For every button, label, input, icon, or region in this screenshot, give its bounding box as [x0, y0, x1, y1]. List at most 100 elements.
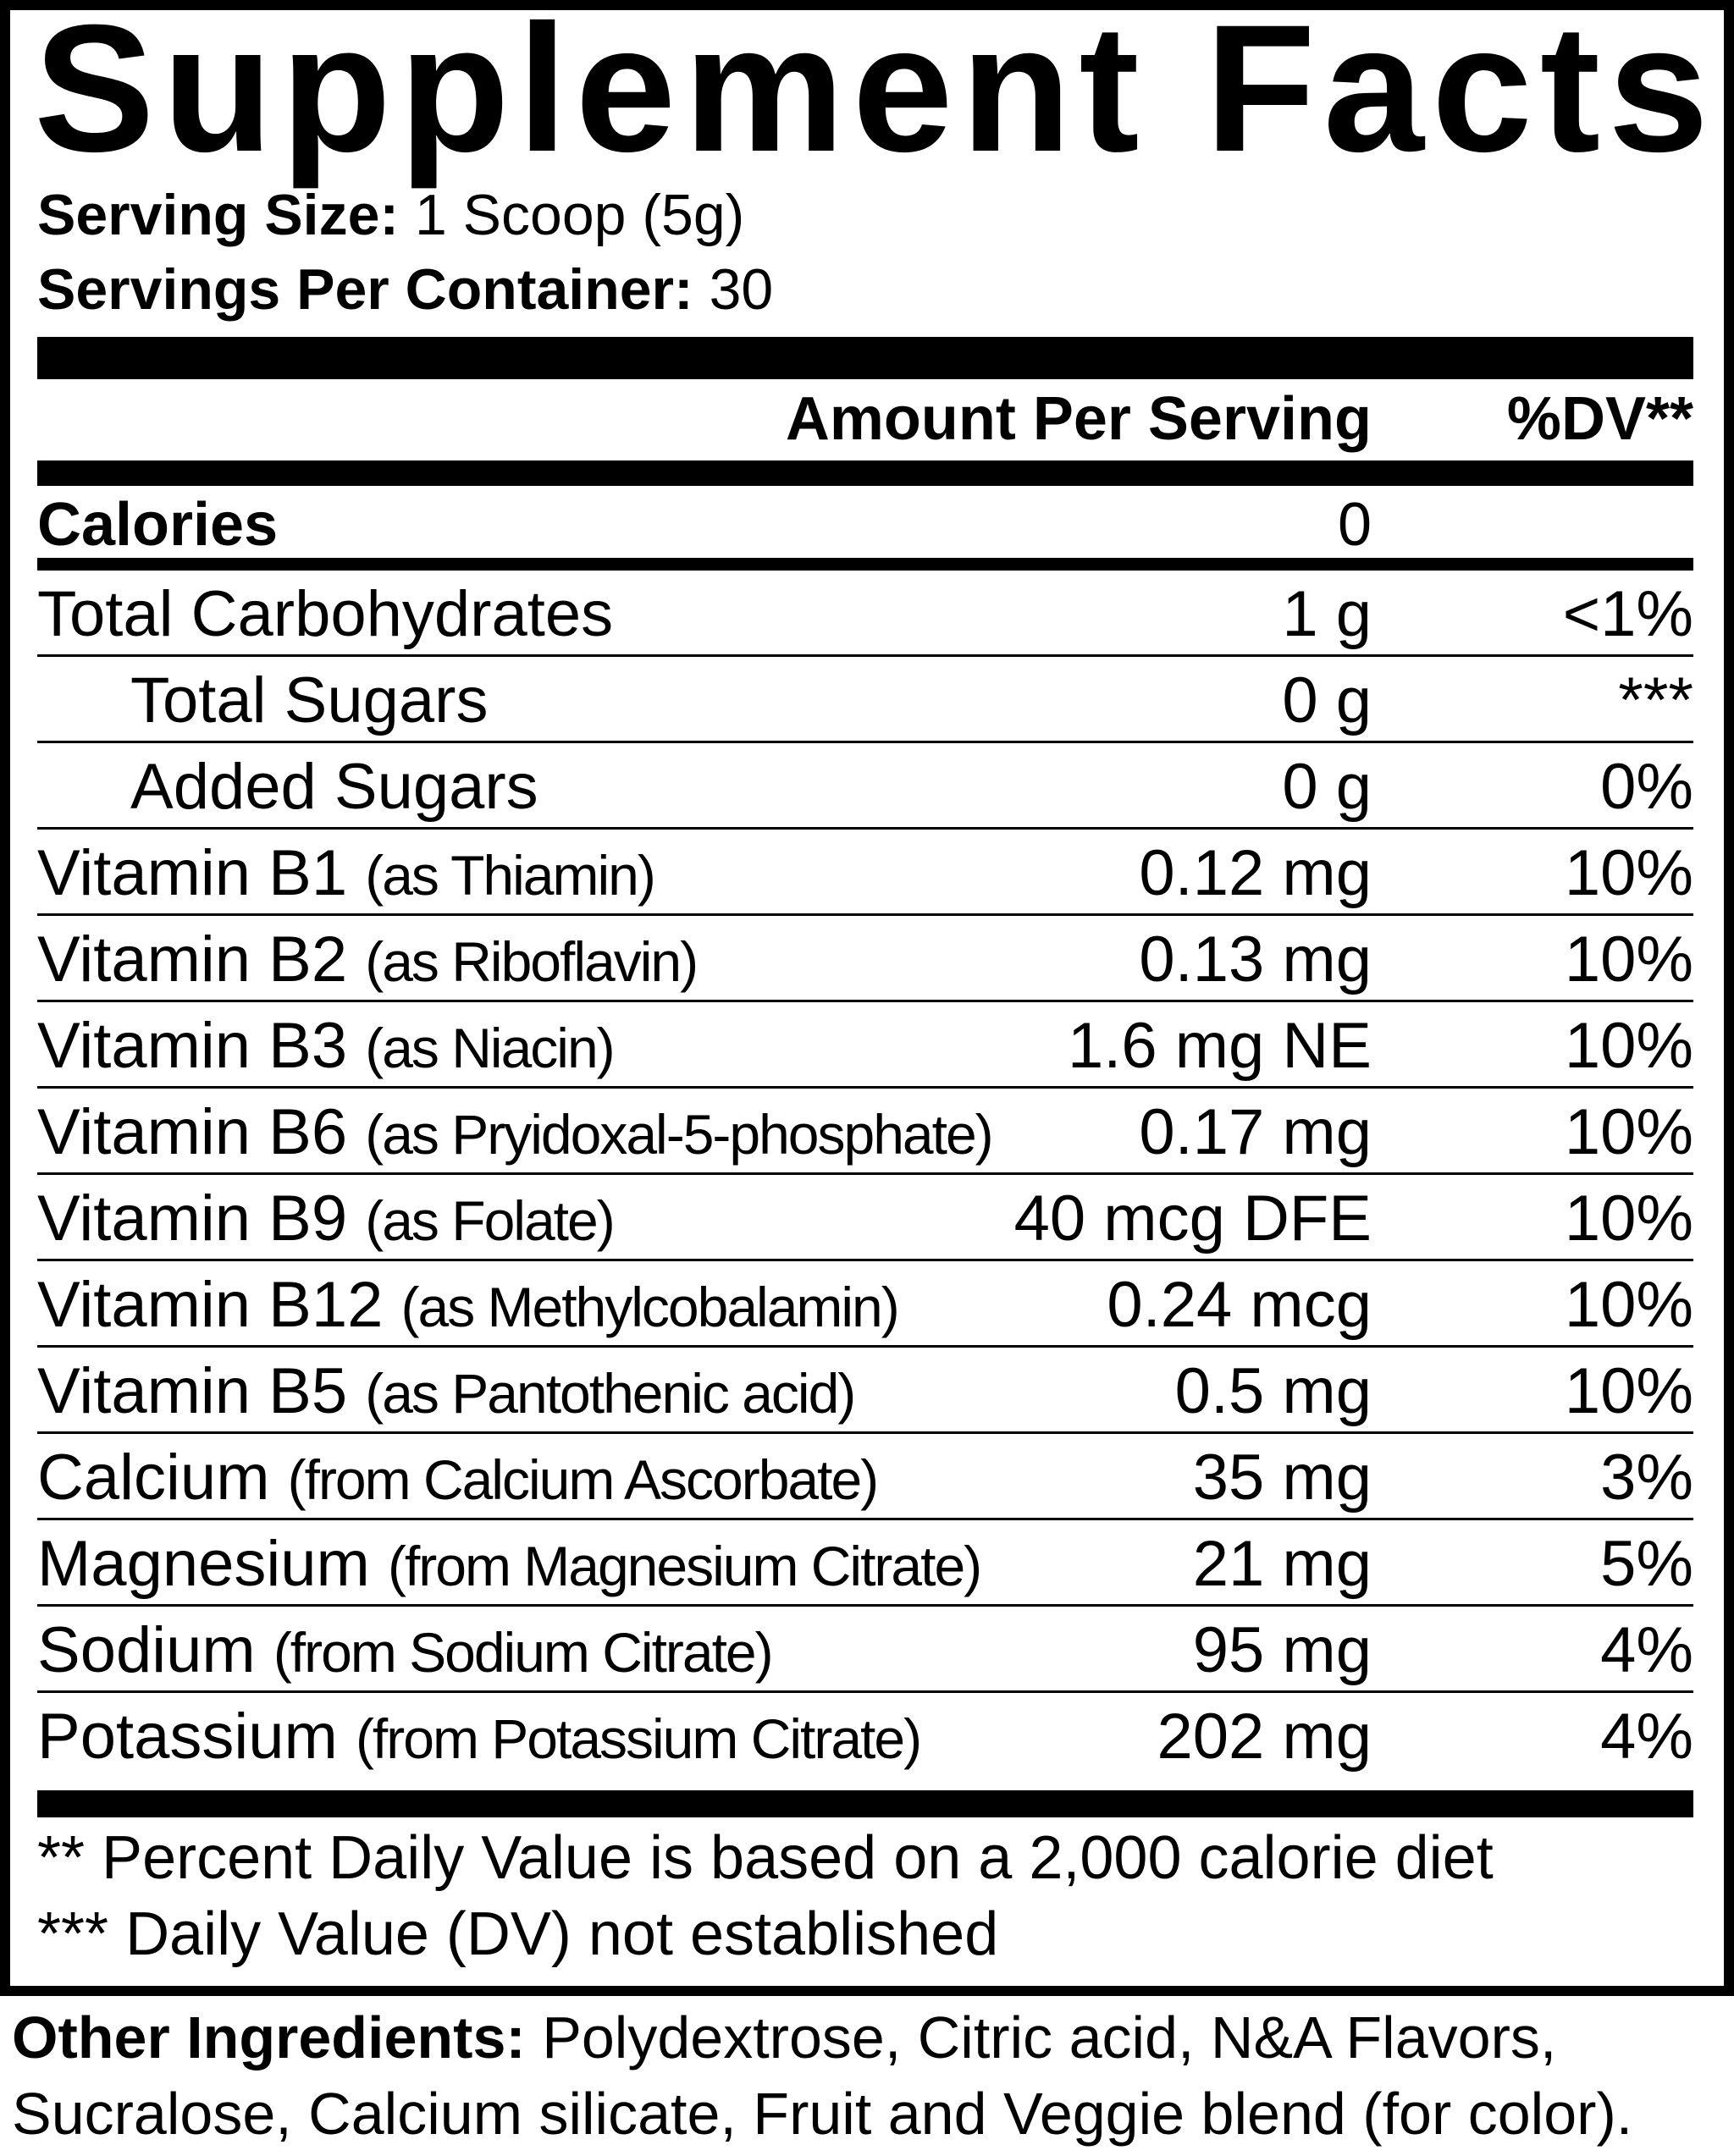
footnote-not-established: *** Daily Value (DV) not established	[37, 1900, 999, 1968]
table-row: Vitamin B12 (as Methylcobalamin) 0.24 mcg…	[37, 1261, 1693, 1348]
other-ingredients: Other Ingredients: Polydextrose, Citric …	[12, 1999, 1731, 2152]
table-row: Total Sugars 0 g ***	[37, 657, 1693, 743]
nutrient-name: Vitamin B2 (as Riboflavin)	[37, 923, 699, 999]
nutrient-source: (as Folate)	[365, 1189, 615, 1252]
nutrient-dv: 10%	[1564, 1183, 1693, 1254]
calories-row: Calories 0	[37, 486, 1693, 559]
nutrient-amount: 202 mg	[1157, 1701, 1372, 1773]
nutrient-amount: 0.5 mg	[1174, 1355, 1372, 1427]
header-divider	[37, 460, 1693, 486]
nutrient-amount: 1 g	[1282, 578, 1372, 650]
serving-size: Serving Size: 1 Scoop (5g)	[37, 181, 744, 249]
table-row: Vitamin B2 (as Riboflavin) 0.13 mg 10%	[37, 916, 1693, 1002]
nutrient-label: Added Sugars	[130, 751, 538, 823]
table-row: Potassium (from Potassium Citrate) 202 mg…	[37, 1693, 1693, 1779]
nutrient-dv: <1%	[1562, 578, 1693, 650]
nutrient-source: (from Potassium Citrate)	[355, 1707, 922, 1770]
nutrient-amount: 21 mg	[1192, 1528, 1372, 1600]
nutrient-label: Vitamin B1	[37, 837, 348, 909]
nutrient-amount: 0.17 mg	[1139, 1096, 1372, 1168]
nutrient-label: Vitamin B2	[37, 924, 348, 995]
nutrient-label: Vitamin B9	[37, 1183, 348, 1254]
thick-divider	[37, 337, 1693, 379]
nutrient-source: (as Riboflavin)	[365, 930, 699, 993]
nutrient-source: (as Thiamin)	[365, 844, 656, 907]
nutrient-label: Vitamin B5	[37, 1355, 348, 1427]
nutrient-label: Vitamin B12	[37, 1269, 384, 1341]
nutrient-name: Calcium (from Calcium Ascorbate)	[37, 1441, 880, 1517]
other-ingredients-label: Other Ingredients:	[12, 2004, 526, 2071]
nutrient-label: Total Sugars	[130, 664, 489, 736]
servings-per-container: Servings Per Container: 30	[37, 256, 773, 323]
nutrient-amount: 0.12 mg	[1139, 837, 1372, 909]
servings-per-container-label: Servings Per Container:	[37, 257, 693, 322]
calories-amount: 0	[1337, 491, 1372, 559]
table-row: Magnesium (from Magnesium Citrate) 21 mg 5…	[37, 1520, 1693, 1607]
table-row: Calcium (from Calcium Ascorbate) 35 mg 3%	[37, 1434, 1693, 1520]
nutrient-label: Vitamin B6	[37, 1096, 348, 1168]
nutrient-name: Vitamin B1 (as Thiamin)	[37, 836, 656, 913]
nutrient-dv: 5%	[1600, 1528, 1693, 1600]
table-row: Vitamin B3 (as Niacin) 1.6 mg NE 10%	[37, 1002, 1693, 1089]
amount-per-serving-header: Amount Per Serving	[785, 385, 1372, 453]
nutrient-source: (as Pryidoxal-5-phosphate)	[365, 1103, 993, 1166]
nutrient-source: (from Calcium Ascorbate)	[287, 1448, 880, 1511]
nutrient-name: Total Sugars	[130, 664, 488, 738]
nutrient-source: (from Magnesium Citrate)	[387, 1535, 982, 1597]
nutrient-dv: 10%	[1564, 1096, 1693, 1168]
nutrient-label: Total Carbohydrates	[37, 578, 614, 650]
nutrient-dv: 4%	[1600, 1701, 1693, 1773]
nutrient-amount: 40 mcg DFE	[1013, 1183, 1372, 1254]
nutrient-name: Added Sugars	[130, 750, 538, 824]
nutrient-name: Vitamin B9 (as Folate)	[37, 1182, 616, 1258]
nutrient-label: Vitamin B3	[37, 1010, 348, 1082]
nutrient-amount: 35 mg	[1192, 1442, 1372, 1514]
nutrient-dv: 10%	[1564, 1010, 1693, 1082]
servings-per-container-value: 30	[709, 257, 774, 322]
nutrient-label: Potassium	[37, 1701, 338, 1773]
nutrient-dv: 10%	[1564, 837, 1693, 909]
nutrient-name: Total Carbohydrates	[37, 577, 613, 652]
table-row: Vitamin B9 (as Folate) 40 mcg DFE 10%	[37, 1175, 1693, 1261]
table-row: Sodium (from Sodium Citrate) 95 mg 4%	[37, 1607, 1693, 1693]
nutrient-dv: 10%	[1564, 1269, 1693, 1341]
nutrient-dv: 3%	[1600, 1442, 1693, 1514]
nutrient-label: Calcium	[37, 1442, 270, 1514]
calories-divider	[37, 558, 1693, 571]
nutrient-name: Vitamin B5 (as Pantothenic acid)	[37, 1354, 856, 1431]
nutrient-name: Vitamin B12 (as Methylcobalamin)	[37, 1268, 900, 1344]
nutrient-amount: 0.24 mcg	[1107, 1269, 1372, 1341]
nutrient-amount: 0 g	[1282, 751, 1372, 823]
nutrient-dv: 0%	[1600, 751, 1693, 823]
nutrient-label: Magnesium	[37, 1528, 370, 1600]
nutrient-label: Sodium	[37, 1614, 256, 1686]
table-row: Vitamin B5 (as Pantothenic acid) 0.5 mg 10…	[37, 1348, 1693, 1434]
nutrient-amount: 0 g	[1282, 664, 1372, 736]
serving-size-label: Serving Size:	[37, 183, 400, 247]
nutrient-source: (from Sodium Citrate)	[273, 1621, 774, 1684]
nutrient-dv: 10%	[1564, 924, 1693, 995]
bottom-divider	[37, 1790, 1693, 1817]
table-row: Added Sugars 0 g 0%	[37, 743, 1693, 830]
nutrient-amount: 1.6 mg NE	[1067, 1010, 1372, 1082]
nutrient-name: Vitamin B6 (as Pryidoxal-5-phosphate)	[37, 1095, 994, 1172]
nutrient-source: (as Methylcobalamin)	[400, 1276, 900, 1338]
nutrient-amount: 95 mg	[1192, 1614, 1372, 1686]
supplement-facts-panel	[0, 0, 1734, 1996]
nutrient-name: Vitamin B3 (as Niacin)	[37, 1009, 616, 1085]
other-ingredients-text: Polydextrose, Citric acid, N&A Flavors, …	[12, 2004, 1633, 2147]
nutrient-source: (as Pantothenic acid)	[365, 1362, 856, 1425]
nutrient-dv: ***	[1618, 664, 1693, 736]
nutrient-source: (as Niacin)	[365, 1017, 615, 1079]
calories-label: Calories	[37, 491, 279, 559]
nutrient-dv: 4%	[1600, 1614, 1693, 1686]
nutrient-name: Sodium (from Sodium Citrate)	[37, 1613, 774, 1690]
footnote-dv: ** Percent Daily Value is based on a 2,0…	[37, 1824, 1494, 1892]
table-row: Vitamin B6 (as Pryidoxal-5-phosphate) 0.1…	[37, 1089, 1693, 1175]
table-row: Vitamin B1 (as Thiamin) 0.12 mg 10%	[37, 830, 1693, 916]
dv-header: %DV**	[1506, 385, 1693, 453]
table-row: Total Carbohydrates 1 g <1%	[37, 571, 1693, 657]
nutrient-name: Magnesium (from Magnesium Citrate)	[37, 1527, 982, 1603]
nutrient-dv: 10%	[1564, 1355, 1693, 1427]
panel-title: Supplement Facts	[34, 0, 1717, 190]
